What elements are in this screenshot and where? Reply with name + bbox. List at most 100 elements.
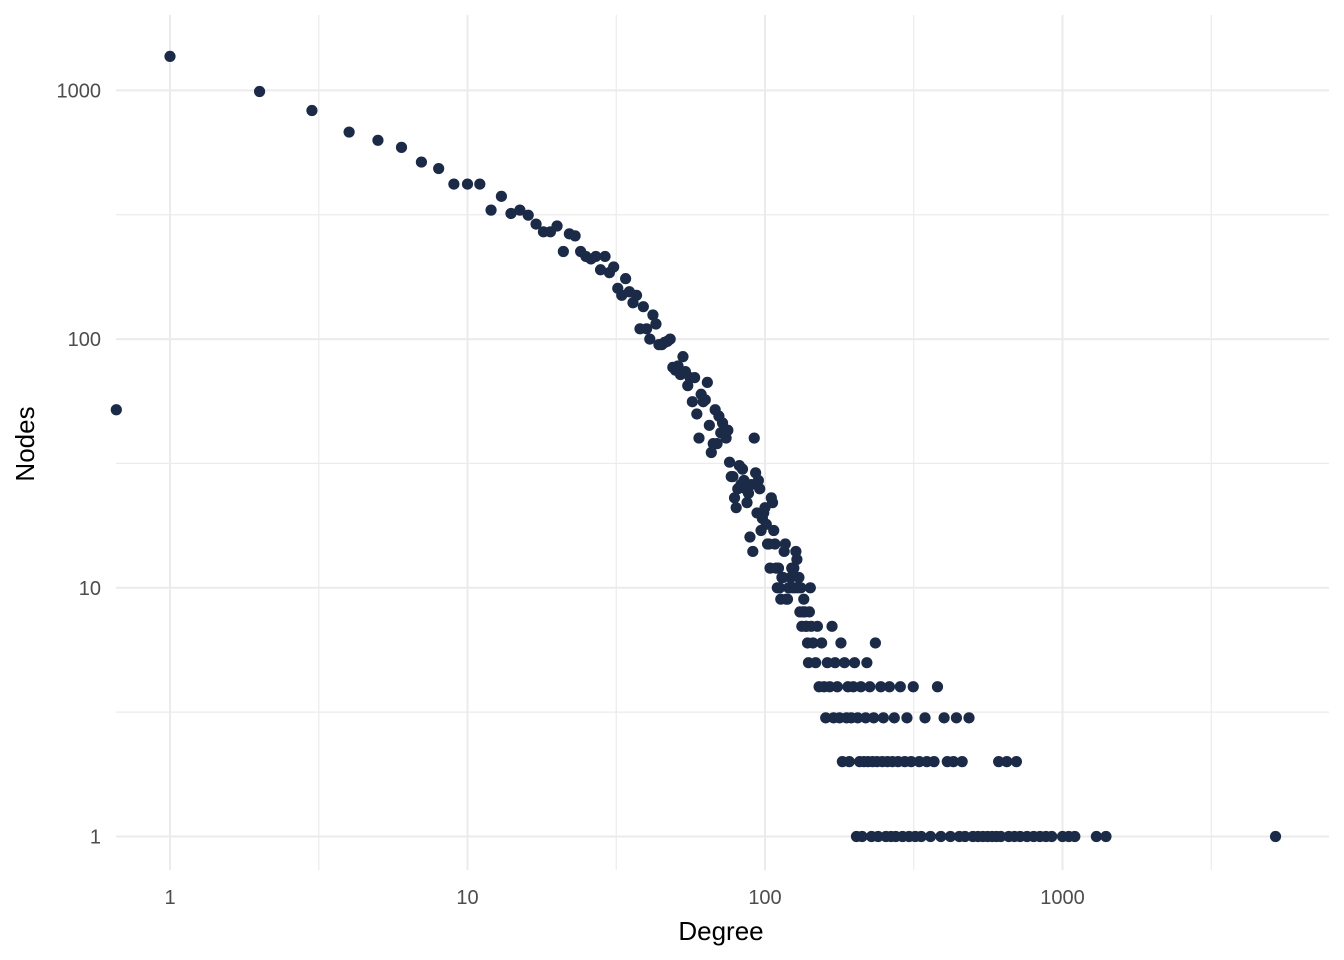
data-point-183 [875,681,887,693]
x-axis-tick-labels: 1 10 100 1000 [164,887,1084,909]
data-point-135 [798,593,810,605]
data-point-176 [864,681,876,693]
data-point-206 [924,830,937,843]
data-point-132 [795,582,807,594]
data-point-23 [569,230,581,242]
data-point-101 [760,518,772,530]
data-point-151 [821,657,833,669]
data-point-10 [461,178,474,190]
data-point-96 [754,483,766,495]
data-point-166 [848,657,861,669]
data-point-79 [728,492,741,504]
data-point-31 [608,261,620,273]
data-point-88 [742,487,755,499]
data-point-148 [816,637,828,649]
data-point-34 [620,273,632,285]
data-point-63 [699,394,711,406]
data-point-236 [1046,830,1058,843]
data-point-42 [647,309,659,321]
data-point-208 [931,681,944,693]
x-tick-label-10: 10 [456,887,478,909]
data-point-174 [861,657,873,669]
data-point-182 [872,830,884,843]
data-point-91 [747,545,759,558]
data-point-111 [772,562,785,574]
data-point-160 [838,657,851,669]
data-point-53 [677,351,689,363]
data-point-69 [711,438,723,450]
data-point-150 [820,712,832,724]
data-point-21 [557,245,569,258]
data-point-158 [835,637,847,649]
data-point-1 [164,50,176,62]
data-point-66 [705,446,717,459]
data-point-3 [306,104,318,117]
data-point-156 [831,681,843,693]
data-point-242 [1269,830,1282,843]
data-point-179 [868,712,880,724]
data-point-145 [810,657,822,669]
x-tick-label-100: 100 [748,887,781,909]
data-point-27 [590,250,602,263]
data-point-29 [599,250,611,263]
data-point-107 [768,524,780,537]
data-point-92 [748,432,760,444]
data-point-216 [956,756,968,768]
data-point-117 [779,538,791,550]
data-point-0 [110,404,122,416]
data-point-5 [372,134,384,146]
data-point-78 [727,470,739,483]
data-point-188 [883,681,896,693]
y-axis-title: Nodes [10,406,40,481]
data-points [110,50,1282,843]
data-point-95 [752,474,764,487]
data-point-144 [807,637,819,649]
y-tick-label-1: 1 [90,827,101,849]
data-point-28 [594,264,607,276]
data-point-217 [959,830,971,843]
data-point-173 [860,712,872,724]
data-point-84 [736,463,749,475]
data-point-65 [703,419,715,431]
data-point-57 [686,396,698,408]
data-point-191 [888,712,900,724]
data-point-16 [522,209,534,221]
data-point-17 [530,218,542,230]
data-point-168 [852,712,864,724]
data-point-170 [855,681,867,693]
y-tick-label-10: 10 [79,578,101,600]
y-tick-label-100: 100 [68,329,101,351]
data-point-227 [1001,756,1013,768]
data-point-241 [1100,830,1112,843]
data-point-9 [448,178,460,190]
data-point-130 [793,571,805,584]
data-point-214 [950,712,963,724]
data-point-13 [495,190,507,202]
data-point-80 [730,502,742,514]
data-point-41 [644,333,656,345]
data-point-106 [766,497,779,509]
data-point-15 [514,204,526,216]
data-point-128 [791,553,803,566]
data-point-2 [253,85,266,98]
data-point-239 [1069,830,1081,843]
data-point-43 [650,318,662,330]
data-point-225 [993,756,1005,768]
data-point-163 [843,756,855,768]
data-point-7 [415,156,428,168]
data-point-11 [474,178,486,190]
data-point-213 [947,756,960,768]
data-point-207 [928,756,940,768]
minor-gridlines [116,15,1329,870]
data-point-4 [343,126,355,138]
y-tick-label-1000: 1000 [57,80,102,102]
data-point-197 [901,712,913,724]
data-point-218 [963,712,975,724]
data-point-194 [894,681,906,693]
data-point-155 [829,657,841,669]
data-point-112 [774,582,786,594]
data-point-37 [630,289,643,301]
data-point-125 [788,562,800,574]
data-point-12 [485,204,497,216]
